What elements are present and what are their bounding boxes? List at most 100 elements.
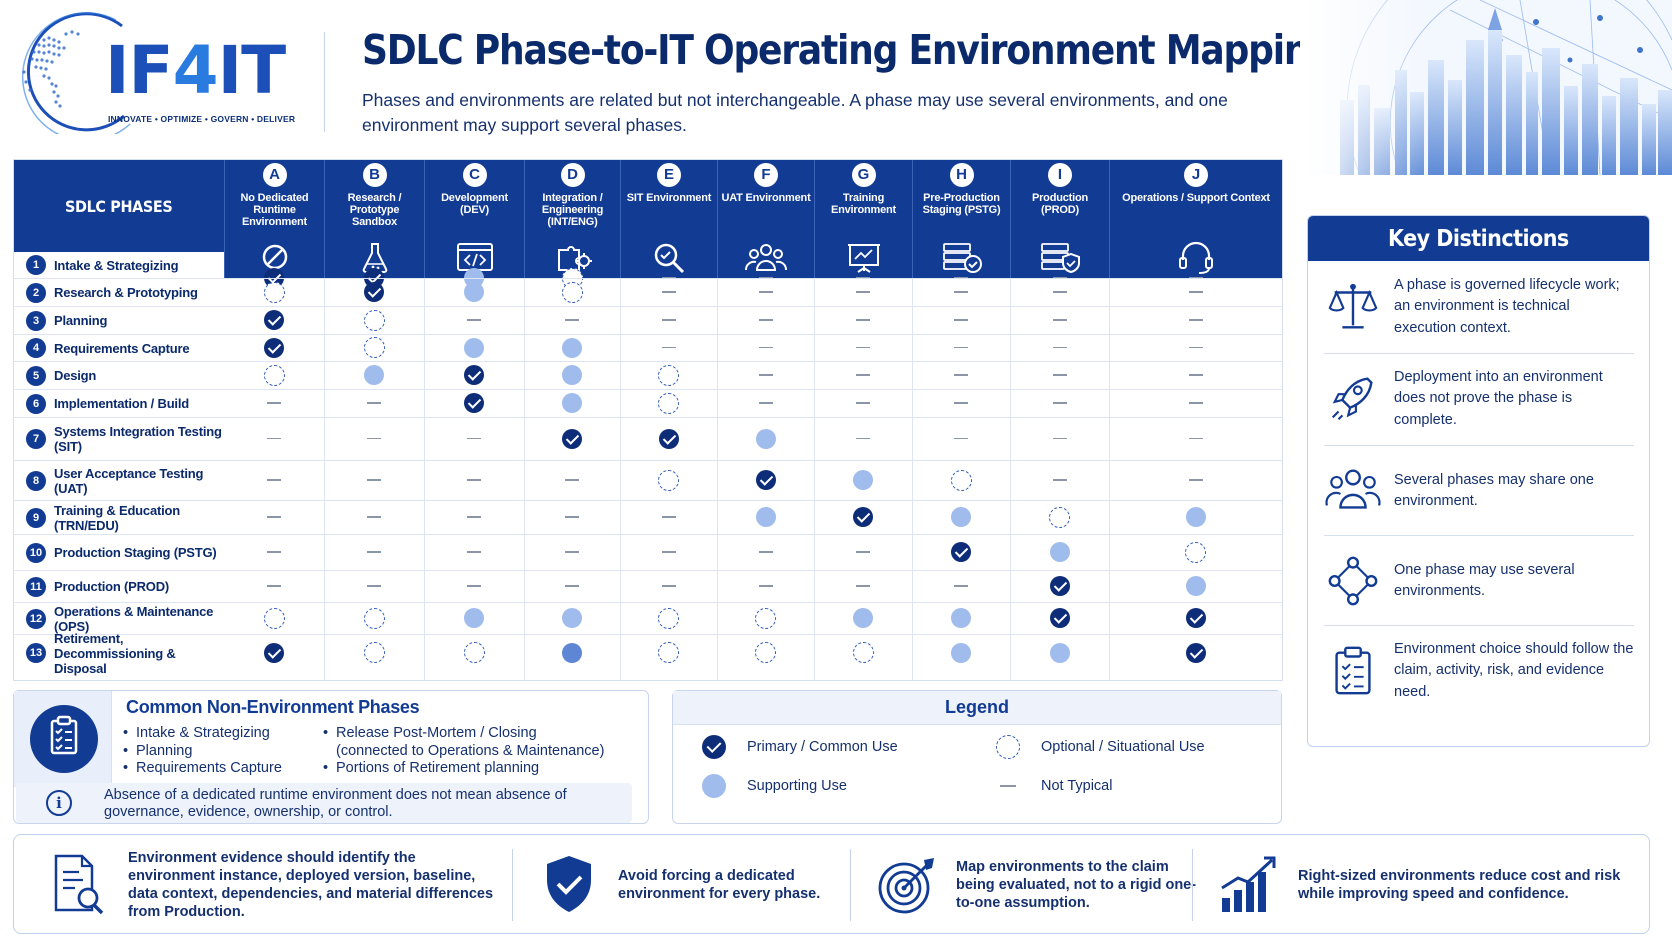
dash-icon <box>856 402 870 404</box>
matrix-cell <box>912 570 1010 602</box>
dash-icon <box>661 516 676 518</box>
list-item: Intake & Strategizing <box>122 725 282 743</box>
matrix-cell <box>324 460 424 500</box>
optional-dashed-circle-icon <box>363 309 385 331</box>
matrix-cell <box>424 634 524 671</box>
matrix-cell <box>912 634 1010 671</box>
row-label-7: 7 Systems Integration Testing (SIT) <box>14 417 224 460</box>
row-divider <box>224 534 1282 535</box>
common-phases-list-2: Release Post-Mortem / Closing (connected… <box>322 725 604 778</box>
matrix-cell <box>224 306 324 334</box>
info-icon: i <box>46 790 72 816</box>
matrix-cell <box>912 534 1010 570</box>
column-letter: H <box>949 163 974 187</box>
row-divider <box>224 570 1282 571</box>
matrix-cell <box>717 306 814 334</box>
matrix-cell <box>912 460 1010 500</box>
key-divider <box>1324 625 1634 626</box>
matrix-cell <box>224 602 324 634</box>
optional-dashed-circle-icon <box>996 735 1020 759</box>
primary-check-icon <box>264 337 284 358</box>
row-title: Design <box>54 368 97 383</box>
column-divider <box>324 278 325 680</box>
network-nodes-icon <box>1324 551 1394 611</box>
matrix-cell <box>717 460 814 500</box>
matrix-cell <box>1109 306 1282 334</box>
page-title: SDLC Phase-to-IT Operating Environment M… <box>362 26 1469 74</box>
legend-not-typical: Not Typical <box>995 771 1112 801</box>
primary-check-icon <box>702 735 726 759</box>
key-divider <box>1324 445 1634 446</box>
matrix-cell <box>324 389 424 417</box>
dash-icon <box>954 346 968 349</box>
column-label: Pre-Production Staging (PSTG) <box>922 192 1001 216</box>
matrix-cell <box>620 334 717 361</box>
primary-check-icon <box>464 365 484 385</box>
supporting-circle-icon <box>951 642 971 663</box>
row-title: Planning <box>54 313 108 328</box>
key-distinction-item: Several phases may share one environment… <box>1324 446 1634 536</box>
legend-supporting: Supporting Use <box>701 771 847 801</box>
common-phases-list-1: Intake & Strategizing Planning Requireme… <box>122 725 282 778</box>
row-number: 7 <box>26 429 46 449</box>
row-number: 4 <box>26 338 46 358</box>
matrix-cell <box>814 417 912 460</box>
dash-icon <box>367 516 381 518</box>
matrix-cell <box>424 361 524 389</box>
dash-icon <box>1052 374 1067 376</box>
matrix-cell <box>324 278 424 306</box>
column-label: Research / Prototype Sandbox <box>347 192 402 228</box>
matrix-cell <box>912 500 1010 534</box>
dash-icon <box>1188 319 1203 321</box>
dash-icon <box>367 585 381 587</box>
matrix-cell <box>717 534 814 570</box>
matrix-cell <box>620 500 717 534</box>
matrix-cell <box>224 500 324 534</box>
row-number: 5 <box>26 365 46 386</box>
matrix-cell <box>814 602 912 634</box>
dash-icon <box>565 319 579 321</box>
dash-icon <box>856 319 870 321</box>
column-label: Development (DEV) <box>441 192 508 216</box>
dash-icon <box>367 551 381 553</box>
matrix-cell <box>814 361 912 389</box>
matrix-cell <box>814 570 912 602</box>
row-label-4: 4 Requirements Capture <box>14 334 224 361</box>
matrix-cell <box>524 334 620 361</box>
column-label: Production (PROD) <box>1031 192 1089 216</box>
matrix-cell <box>620 534 717 570</box>
row-title: Operations & Maintenance (OPS) <box>54 603 214 634</box>
matrix-cell <box>224 278 324 306</box>
matrix-cell <box>814 278 912 306</box>
insight-item: Environment evidence should identify the… <box>44 835 504 935</box>
column-label: SIT Environment <box>626 192 712 204</box>
matrix-cell <box>324 602 424 634</box>
matrix-cell <box>224 460 324 500</box>
row-title: Requirements Capture <box>54 340 190 356</box>
server-check-icon <box>940 240 984 274</box>
column-letter: E <box>657 163 681 187</box>
dash-icon <box>1188 374 1203 376</box>
matrix-cell <box>1010 278 1109 306</box>
key-distinction-item: A phase is governed lifecycle work; an e… <box>1324 262 1634 352</box>
row-title: Intake & Strategizing <box>54 257 179 273</box>
sdlc-phases-header: SDLC PHASES <box>14 160 224 252</box>
matrix-cell <box>717 417 814 460</box>
server-shield-icon <box>1038 240 1082 274</box>
insight-divider <box>512 849 513 921</box>
primary-check-icon <box>853 507 873 527</box>
matrix-cell <box>1109 534 1282 570</box>
primary-check-icon <box>951 542 971 562</box>
dash-icon <box>367 402 381 404</box>
optional-dashed-circle-icon <box>658 642 679 663</box>
row-number: 12 <box>26 608 46 629</box>
list-item: Requirements Capture <box>122 760 282 778</box>
scales-icon <box>1324 277 1394 337</box>
key-distinction-item: Deployment into an environment does not … <box>1324 354 1634 444</box>
column-letter: I <box>1048 163 1072 187</box>
matrix-cell <box>224 634 324 671</box>
column-label: Integration / Engineering (INT/ENG) <box>541 192 604 228</box>
row-divider <box>224 634 1282 635</box>
puzzle-gears-icon <box>551 240 595 274</box>
supporting-circle-icon <box>853 608 873 628</box>
